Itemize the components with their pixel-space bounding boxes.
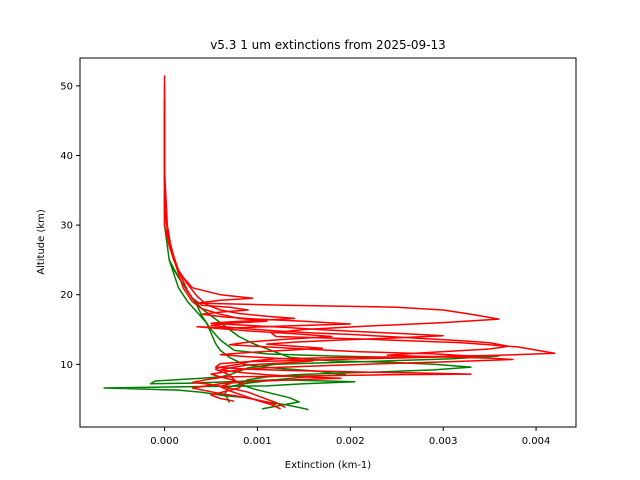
series-line-7 bbox=[163, 113, 444, 406]
x-axis-label: Extinction (km-1) bbox=[285, 460, 372, 471]
x-axis: 0.000 0.001 0.002 0.003 0.004 bbox=[150, 427, 550, 447]
series-layer bbox=[103, 75, 556, 411]
x-tick-label: 0.004 bbox=[522, 436, 551, 447]
x-tick-label: 0.003 bbox=[429, 436, 458, 447]
y-tick-label: 20 bbox=[60, 290, 73, 301]
x-tick-label: 0.001 bbox=[243, 436, 272, 447]
y-tick-label: 50 bbox=[60, 81, 73, 92]
y-tick-label: 30 bbox=[60, 221, 73, 232]
y-tick-label: 40 bbox=[60, 151, 73, 162]
y-axis: 10 20 30 40 50 bbox=[60, 81, 80, 371]
x-tick-label: 0.002 bbox=[336, 436, 365, 447]
series-line-2 bbox=[103, 259, 500, 411]
x-tick-label: 0.000 bbox=[150, 436, 179, 447]
plot-frame bbox=[79, 57, 577, 428]
y-tick-label: 10 bbox=[60, 360, 73, 371]
series-line-6 bbox=[163, 99, 514, 402]
chart-title: v5.3 1 um extinctions from 2025-09-13 bbox=[210, 38, 446, 52]
y-axis-label: Altitude (km) bbox=[36, 209, 47, 275]
